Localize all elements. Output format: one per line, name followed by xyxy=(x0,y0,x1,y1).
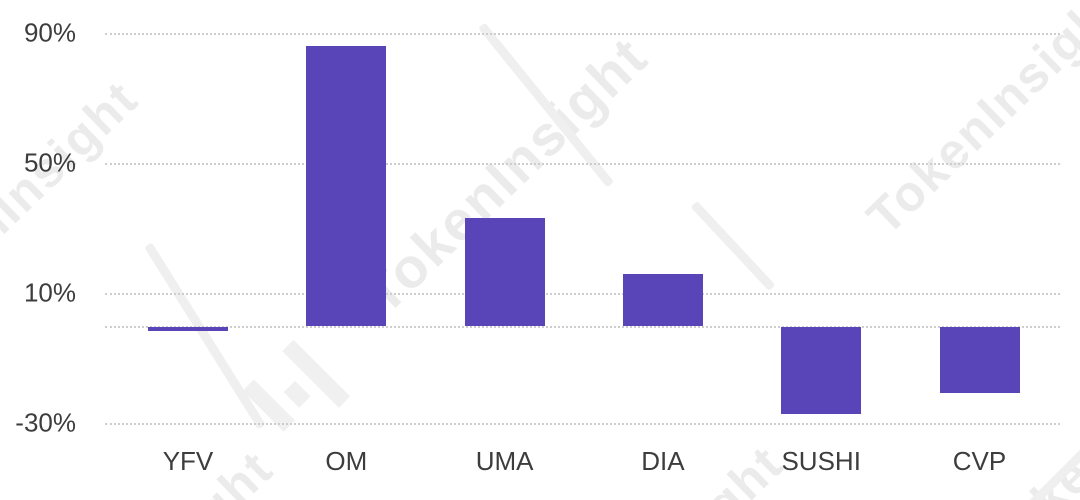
x-axis-label-sushi: SUSHI xyxy=(781,446,861,476)
gridline-50% xyxy=(105,163,1060,165)
y-axis-tick-label: 90% xyxy=(23,17,76,48)
bar-uma xyxy=(464,218,545,326)
y-axis-tick-label: -30% xyxy=(15,407,76,438)
gridline-10% xyxy=(105,293,1060,295)
bar-yfv xyxy=(148,326,228,332)
bar-dia xyxy=(622,273,703,326)
x-axis-label-dia: DIA xyxy=(641,446,685,476)
bar-cvp xyxy=(939,326,1020,394)
bar-om xyxy=(306,46,387,326)
x-axis-label-uma: UMA xyxy=(475,446,534,476)
x-axis-label-yfv: YFV xyxy=(162,446,214,476)
y-axis-tick-label: 50% xyxy=(23,147,76,178)
x-axis-label-cvp: CVP xyxy=(952,446,1007,476)
bar-sushi xyxy=(781,326,862,415)
x-axis-label-om: OM xyxy=(325,446,368,476)
y-axis-tick-label: 10% xyxy=(23,277,76,308)
gridline-90% xyxy=(105,33,1060,35)
gridline--30% xyxy=(105,423,1060,425)
zero-baseline xyxy=(105,325,1060,328)
